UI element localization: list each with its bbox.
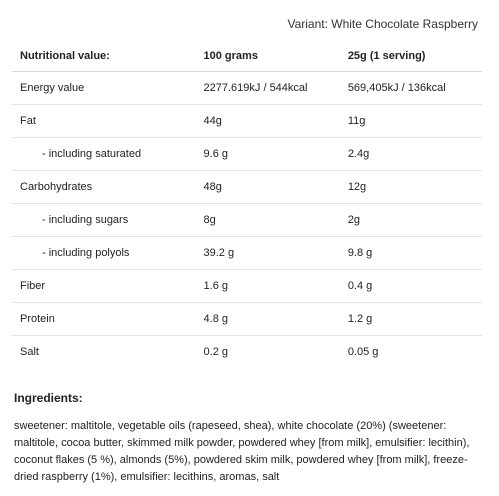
table-row: Fiber 1.6 g 0.4 g [12,269,482,303]
table-header-row: Nutritional value: 100 grams 25g (1 serv… [12,40,482,72]
row-per100: 48g [203,170,348,204]
table-row: Fat 44g 11g [12,104,482,138]
row-per100: 0.2 g [203,346,228,358]
row-per100: 4.8 g [203,302,348,336]
row-label: - including polyols [12,236,204,270]
variant-label: Variant: White Chocolate Raspberry [287,17,478,31]
table-row: Carbohydrates 48g 12g [12,170,482,204]
table-row: - including saturated 9.6 g 2.4g [12,137,482,171]
nutrition-table: Nutritional value: 100 grams 25g (1 serv… [12,40,482,368]
table-row: - including sugars 8g 2g [12,203,482,237]
row-serving: 0.05 g [347,346,379,358]
row-per100: 44g [203,104,348,138]
row-serving: 0.4 g [347,269,482,303]
row-label: - including sugars [12,203,204,237]
row-per100: 9.6 g [203,137,348,171]
ingredients-title: Ingredients: [14,391,83,405]
row-label: Salt [20,346,39,358]
header-nutritional-value: Nutritional value: [12,40,204,72]
header-100-grams: 100 grams [203,40,348,72]
row-per100: 1.6 g [203,269,348,303]
row-label: - including saturated [12,137,204,171]
ingredients-text: sweetener: maltitole, vegetable oils (ra… [14,420,470,483]
row-serving: 12g [347,170,482,204]
row-serving: 2g [347,203,482,237]
row-serving: 11g [347,104,482,138]
row-per100: 39.2 g [203,236,348,270]
row-label: Fiber [12,269,204,303]
table-row: - including polyols 39.2 g 9.8 g [12,236,482,270]
row-per100: 2277.619kJ / 544kcal [203,71,348,105]
table-row: Salt 0.2 g 0.05 g [12,336,482,369]
table-row: Protein 4.8 g 1.2 g [12,302,482,336]
row-serving: 9.8 g [347,236,482,270]
row-label: Fat [12,104,204,138]
header-serving: 25g (1 serving) [347,40,482,72]
row-serving: 1.2 g [347,302,482,336]
row-label: Carbohydrates [12,170,204,204]
row-label: Protein [12,302,204,336]
row-serving: 569,405kJ / 136kcal [347,71,482,105]
row-serving: 2.4g [347,137,482,171]
row-per100: 8g [203,203,348,237]
table-row: Energy value 2277.619kJ / 544kcal 569,40… [12,71,482,105]
row-label: Energy value [12,71,204,105]
